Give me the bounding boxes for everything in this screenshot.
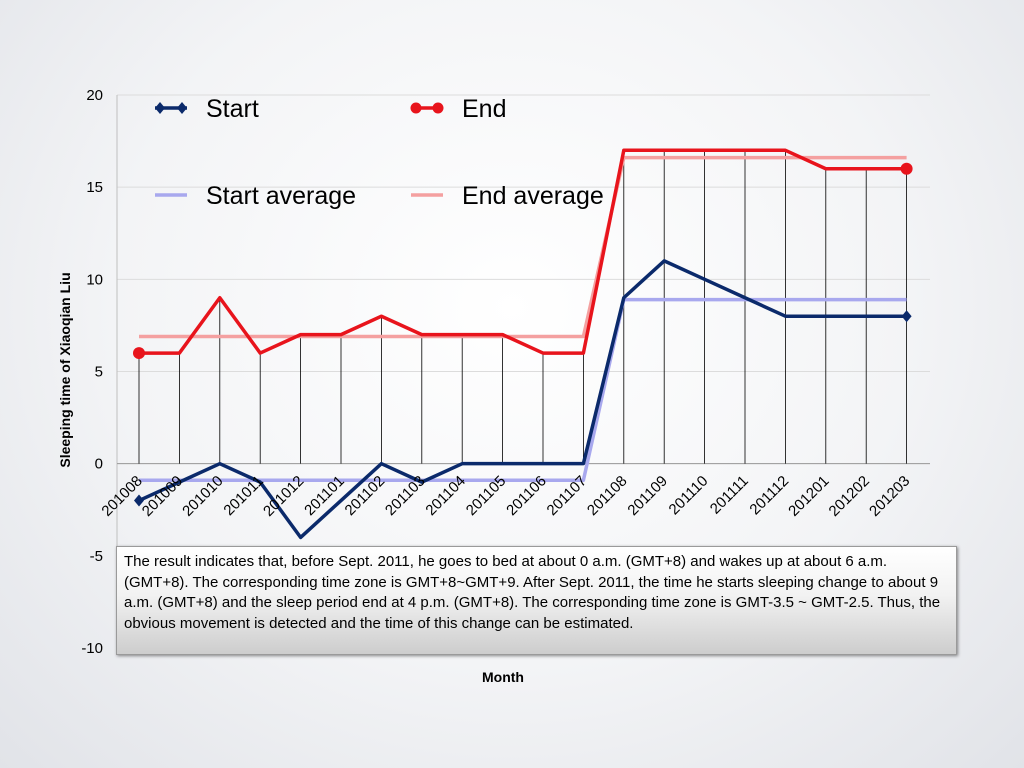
series-line-end-average [139,155,907,339]
result-annotation-box: The result indicates that, before Sept. … [116,546,957,655]
y-tick-label: 5 [95,364,103,381]
series-layer [133,148,913,540]
y-tick-label: 0 [95,456,103,473]
y-axis-ticks: 20 15 10 5 0 -5 -10 [81,87,103,657]
legend-label: End average [462,182,604,210]
legend-marker [410,102,422,114]
legend-marker [432,102,444,114]
x-tick-label: 201108 [584,472,631,519]
legend-label: End [462,95,506,123]
legend-item-start: Start [155,95,259,123]
end-point-marker [133,347,145,360]
result-annotation-text: The result indicates that, before Sept. … [124,553,941,632]
x-tick-label: 201203 [866,472,913,519]
series-line-end [139,148,907,355]
start-point-marker [901,310,912,323]
legend-item-end-average: End average [411,182,604,210]
legend-label: Start average [206,182,356,210]
y-tick-label: 10 [86,271,103,288]
series-line-start-average [139,297,907,483]
series-line-start [138,259,907,540]
legend-label: Start [206,95,259,123]
drop-lines [138,150,907,464]
legend-marker [155,102,165,114]
y-tick-label: -5 [90,548,103,565]
y-tick-label: -10 [81,640,103,657]
x-tick-label: 201111 [707,472,752,517]
x-axis-title: Month [482,669,524,685]
start-point-marker [134,494,144,507]
legend-item-start-average: Start average [155,182,356,210]
y-tick-label: 15 [86,179,103,196]
end-point-marker [900,162,913,175]
x-tick-label: 201110 [666,472,712,518]
legend-marker [177,102,187,114]
y-axis-title: Sleeping time of Xiaoqian Liu [57,272,73,467]
y-tick-label: 20 [86,87,103,104]
x-tick-label: 201109 [624,472,671,519]
legend: Start End Start average End average [155,95,604,210]
x-tick-label: 201201 [785,472,832,519]
x-tick-label: 201112 [746,472,792,518]
legend-item-end: End [410,95,506,123]
x-tick-label: 201202 [826,472,873,519]
